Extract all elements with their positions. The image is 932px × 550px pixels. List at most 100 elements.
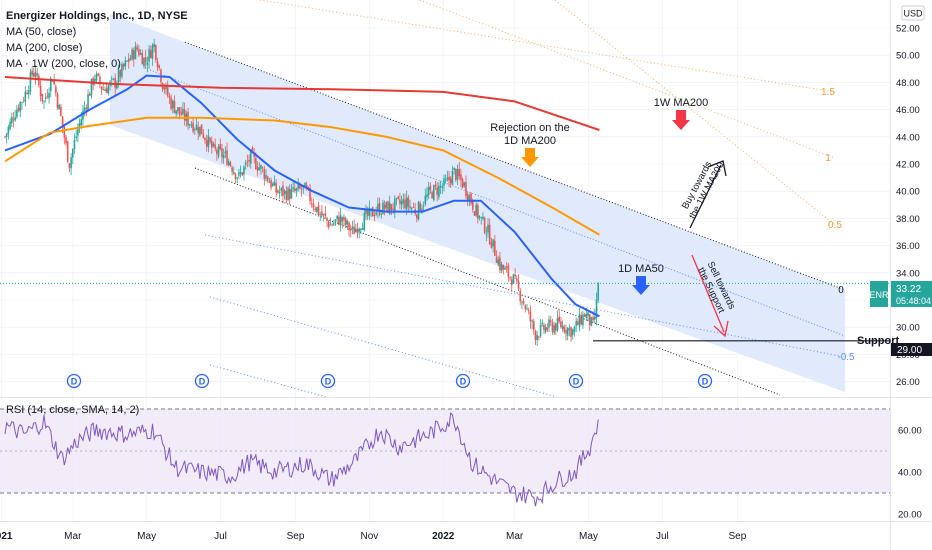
candle-body bbox=[539, 324, 542, 337]
support-price-tag bbox=[891, 343, 932, 356]
time-tick-label: Mar bbox=[64, 531, 82, 542]
candle-body bbox=[114, 77, 116, 88]
candle-body bbox=[238, 172, 240, 176]
price-tick-label: 44.00 bbox=[896, 132, 920, 143]
candle-body bbox=[282, 185, 284, 196]
candle-body bbox=[294, 188, 296, 191]
candle-body bbox=[492, 239, 494, 247]
candle-body bbox=[455, 169, 457, 181]
candle-body bbox=[5, 133, 8, 137]
candle-body bbox=[4, 136, 6, 138]
dividend-marker-icon[interactable] bbox=[320, 373, 336, 389]
candle-body bbox=[260, 165, 262, 169]
ma200w-label: 1W MA200 bbox=[654, 97, 708, 109]
candle-body bbox=[261, 167, 264, 169]
moving-averages bbox=[4, 74, 600, 318]
candle-body bbox=[366, 208, 369, 216]
legend-ma200[interactable]: MA (200, close) bbox=[6, 42, 82, 54]
candle-body bbox=[448, 176, 450, 181]
channel-lower-line bbox=[194, 167, 781, 396]
candle-body bbox=[494, 240, 496, 256]
dividend-marker-icon[interactable] bbox=[568, 373, 584, 389]
candle-body bbox=[7, 126, 10, 134]
candle-body bbox=[465, 182, 467, 196]
candle-body bbox=[97, 73, 100, 76]
candle-body bbox=[190, 124, 193, 127]
rsi-line[interactable] bbox=[4, 411, 599, 507]
candle-body bbox=[449, 178, 452, 184]
rsi-tick-label: 40.00 bbox=[898, 468, 922, 479]
candle-body bbox=[249, 150, 252, 164]
candle-body bbox=[382, 202, 384, 214]
candle-body bbox=[438, 185, 440, 198]
candle-body bbox=[587, 312, 589, 317]
candle-body bbox=[283, 190, 286, 194]
candle-body bbox=[432, 185, 435, 201]
candle-body bbox=[219, 144, 222, 150]
rsi-legend[interactable]: RSI (14, close, SMA, 14, 2) bbox=[6, 404, 139, 416]
candle-body bbox=[221, 148, 223, 158]
candle-body bbox=[102, 89, 105, 90]
candle-body bbox=[575, 321, 577, 327]
candle-body bbox=[297, 184, 300, 189]
candle-body bbox=[392, 208, 394, 210]
candle-body bbox=[288, 189, 291, 200]
candle-body bbox=[558, 316, 561, 322]
ma50-line[interactable] bbox=[4, 74, 600, 318]
candle-body bbox=[156, 61, 159, 68]
candle-body bbox=[417, 201, 420, 220]
candle-body bbox=[388, 202, 391, 215]
candle-body bbox=[348, 222, 350, 231]
candle-body bbox=[285, 191, 288, 201]
candle-body bbox=[39, 85, 42, 97]
ma200w-line[interactable] bbox=[4, 76, 600, 131]
price-tick-label: 26.00 bbox=[896, 377, 920, 388]
candle-body bbox=[355, 228, 357, 233]
candle-body bbox=[453, 167, 455, 170]
candle-body bbox=[397, 196, 400, 199]
candle-body bbox=[139, 52, 142, 55]
dividend-marker-icon[interactable] bbox=[194, 373, 210, 389]
currency-box[interactable] bbox=[901, 5, 925, 21]
candle-body bbox=[188, 124, 191, 125]
dividend-marker-icon[interactable] bbox=[455, 373, 471, 389]
candle-body bbox=[61, 116, 64, 128]
candle-body bbox=[9, 121, 11, 129]
candle-body bbox=[361, 227, 364, 230]
price-tick-label: 36.00 bbox=[896, 241, 920, 252]
fib-line bbox=[209, 296, 561, 399]
candle-body bbox=[236, 177, 238, 179]
dividend-marker-icon[interactable] bbox=[697, 373, 713, 389]
candle-body bbox=[24, 91, 27, 102]
candle-body bbox=[31, 70, 33, 76]
candle-body bbox=[529, 311, 532, 322]
candle-body bbox=[119, 69, 122, 78]
legend-ma50[interactable]: MA (50, close) bbox=[6, 26, 76, 38]
candle-body bbox=[399, 199, 401, 204]
candle-body bbox=[80, 119, 83, 126]
ma200-line[interactable] bbox=[4, 116, 600, 236]
candle-body bbox=[478, 216, 481, 218]
candle-body bbox=[416, 214, 418, 219]
dividend-marker-icon[interactable] bbox=[66, 373, 82, 389]
candle-body bbox=[16, 109, 18, 117]
candle-body bbox=[224, 151, 227, 154]
candle-body bbox=[519, 290, 522, 302]
axes: 52.00 50.00 48.00 46.00 44.00 42.00 40.00 38.00… bbox=[0, 24, 922, 543]
candle-body bbox=[248, 160, 250, 162]
candle-body bbox=[165, 85, 167, 90]
chart-title: Energizer Holdings, Inc., 1D, NYSE bbox=[6, 10, 188, 22]
candle-body bbox=[505, 266, 508, 268]
candle-body bbox=[287, 188, 289, 201]
candle-body bbox=[95, 73, 98, 81]
candle-body bbox=[524, 305, 527, 309]
candle-body bbox=[577, 321, 579, 326]
dividend-marker-label: D bbox=[199, 377, 206, 387]
legend-ma200w[interactable]: MA · 1W (200, close, 0) bbox=[6, 58, 121, 70]
candle-body bbox=[29, 72, 32, 92]
candle-body bbox=[270, 180, 272, 188]
candle-body bbox=[380, 213, 383, 215]
candle-body bbox=[568, 328, 571, 331]
candle-body bbox=[280, 187, 283, 191]
